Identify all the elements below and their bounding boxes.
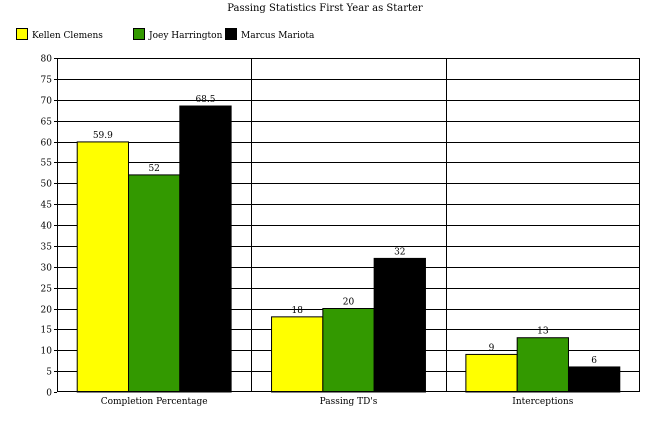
y-tick-label-55: 55 <box>41 159 53 169</box>
data-label-completion-percentage-marcus-mariota: 68.5 <box>195 95 215 105</box>
y-tick-label-70: 70 <box>41 97 53 107</box>
y-tick-label-45: 45 <box>41 201 53 211</box>
bar-interceptions-joey-harrington <box>516 337 569 393</box>
legend-swatch-joey-harrington <box>133 28 145 40</box>
data-label-completion-percentage-kellen-clemens: 59.9 <box>93 131 113 141</box>
legend-item-kellen-clemens: Kellen Clemens <box>16 28 103 41</box>
bar-interceptions-marcus-mariota <box>567 366 621 393</box>
bar-completion-percentage-joey-harrington <box>128 174 181 393</box>
bar-passing-td-s-marcus-mariota <box>373 257 426 393</box>
legend-swatch-kellen-clemens <box>16 28 28 40</box>
data-label-interceptions-kellen-clemens: 9 <box>489 343 495 353</box>
y-tick-label-35: 35 <box>41 243 53 253</box>
plot-border <box>57 58 640 392</box>
chart-title: Passing Statistics First Year as Starter <box>227 3 423 14</box>
legend-label-marcus-mariota: Marcus Mariota <box>241 31 315 41</box>
y-tick-label-40: 40 <box>41 222 53 232</box>
data-label-interceptions-marcus-mariota: 6 <box>591 356 597 366</box>
y-tick-label-25: 25 <box>41 285 53 295</box>
bar-interceptions-kellen-clemens <box>465 353 518 393</box>
data-label-passing-td-s-joey-harrington: 20 <box>343 298 355 308</box>
legend-item-marcus-mariota: Marcus Mariota <box>225 28 314 41</box>
bar-passing-td-s-joey-harrington <box>322 308 375 393</box>
x-tick-label-passing-td-s: Passing TD's <box>320 397 378 407</box>
data-label-passing-td-s-kellen-clemens: 18 <box>291 306 303 316</box>
y-tick-label-10: 10 <box>41 347 53 357</box>
x-tick-label-interceptions: Interceptions <box>512 397 573 407</box>
y-tick-label-65: 65 <box>41 118 53 128</box>
bar-completion-percentage-marcus-mariota <box>179 105 232 393</box>
x-tick-label-completion-percentage: Completion Percentage <box>101 397 208 407</box>
y-tick-label-20: 20 <box>41 306 53 316</box>
y-tick-label-60: 60 <box>41 139 53 149</box>
y-tick-label-80: 80 <box>41 55 53 65</box>
bar-passing-td-s-kellen-clemens <box>271 316 324 393</box>
legend-label-joey-harrington: Joey Harrington <box>149 31 223 41</box>
legend-label-kellen-clemens: Kellen Clemens <box>32 31 103 41</box>
y-tick-label-75: 75 <box>41 76 53 86</box>
legend-swatch-marcus-mariota <box>225 28 237 40</box>
y-tick-label-5: 5 <box>46 368 52 378</box>
legend-item-joey-harrington: Joey Harrington <box>133 28 222 41</box>
y-tick-label-15: 15 <box>41 326 53 336</box>
data-label-completion-percentage-joey-harrington: 52 <box>148 164 159 174</box>
y-tick-label-50: 50 <box>41 180 53 190</box>
data-label-interceptions-joey-harrington: 13 <box>537 327 549 337</box>
data-label-passing-td-s-marcus-mariota: 32 <box>394 247 405 257</box>
y-tick-label-30: 30 <box>41 264 53 274</box>
y-tick-label-0: 0 <box>46 389 52 399</box>
bar-completion-percentage-kellen-clemens <box>76 141 130 393</box>
